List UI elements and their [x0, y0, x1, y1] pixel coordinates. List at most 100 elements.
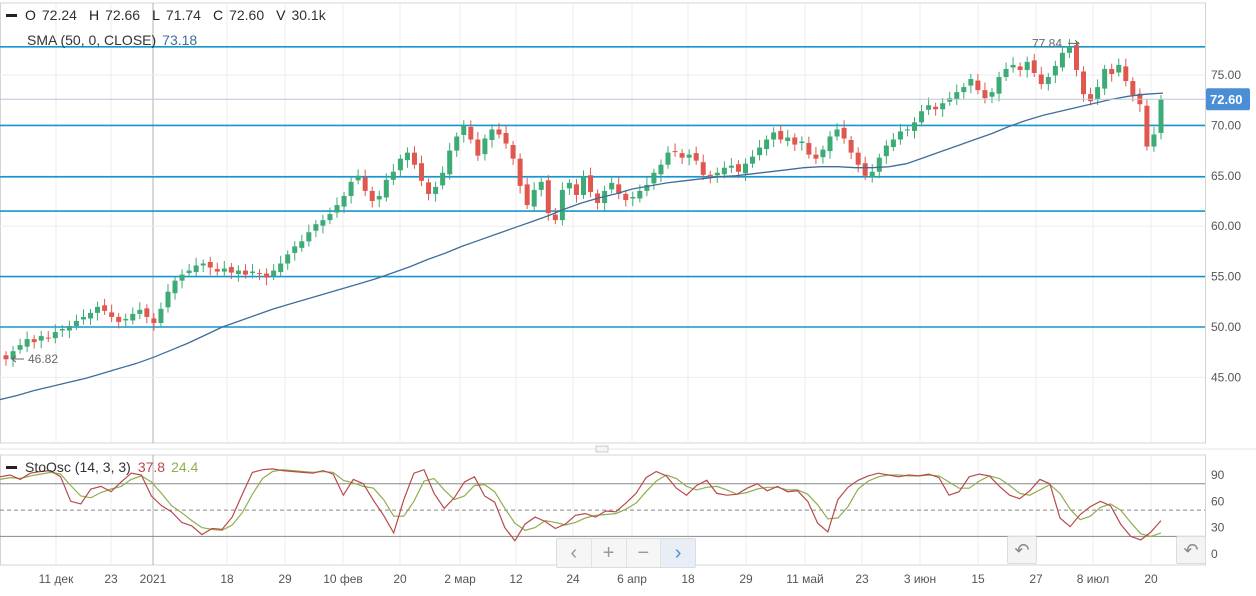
x-tick-label: 18: [220, 572, 234, 586]
candle-body: [1059, 52, 1065, 68]
current-price-label: 72.60: [1210, 92, 1243, 107]
candle-body: [440, 172, 446, 186]
candle-body: [130, 313, 136, 321]
x-tick-label: 20: [1144, 572, 1158, 586]
open-value: 72.24: [41, 7, 77, 23]
reset-zoom-button[interactable]: ↶: [1007, 536, 1037, 564]
candle-body: [461, 125, 467, 135]
candle-body: [383, 179, 389, 198]
candle-body: [869, 171, 875, 178]
candle-body: [658, 164, 664, 175]
x-tick-label: 23: [104, 572, 118, 586]
candle-body: [264, 273, 270, 278]
candle-body: [630, 196, 636, 199]
osc-y-tick-label: 0: [1211, 547, 1218, 561]
candle-body: [940, 103, 946, 110]
chart-navigation: ‹ + − ›: [556, 538, 696, 568]
candle-body: [475, 139, 481, 156]
candle-body: [919, 111, 925, 123]
candle-body: [1102, 68, 1108, 89]
candle-body: [1095, 87, 1101, 100]
candle-body: [1088, 94, 1094, 102]
candle-body: [158, 308, 164, 323]
candle-body: [102, 305, 108, 311]
y-tick-label: 65.00: [1211, 169, 1241, 183]
candle-body: [257, 273, 263, 275]
candle-body: [524, 184, 530, 206]
candle-body: [116, 316, 122, 322]
candle-body: [45, 337, 51, 339]
candle-body: [123, 318, 129, 321]
candle-body: [1158, 99, 1164, 133]
sma-line: [0, 92, 1164, 401]
candle-body: [334, 205, 340, 213]
low-value: 71.74: [165, 7, 201, 23]
candle-body: [59, 329, 65, 331]
osc-y-tick-label: 60: [1211, 494, 1225, 508]
candle-body: [299, 241, 305, 248]
candle-body: [757, 147, 763, 156]
reset-scale-button[interactable]: ↶: [1176, 536, 1206, 564]
candle-body: [95, 306, 101, 313]
candle-body: [1045, 77, 1051, 85]
max-arrow-icon: [1068, 39, 1080, 47]
candle-body: [341, 195, 347, 207]
candle-body: [214, 269, 220, 272]
candle-body: [242, 270, 248, 275]
candle-body: [982, 90, 988, 99]
candle-body: [447, 150, 453, 175]
candle-body: [714, 172, 720, 176]
candle-body: [426, 182, 432, 194]
x-tick-label: 20: [393, 572, 407, 586]
candle-body: [17, 345, 23, 350]
candle-body: [771, 132, 777, 140]
stoch-d-line: [0, 469, 1162, 538]
candle-body: [404, 152, 410, 161]
candle-body: [489, 129, 495, 141]
candle-body: [193, 265, 199, 273]
zoom-out-button[interactable]: −: [627, 539, 662, 567]
candle-body: [566, 182, 572, 189]
y-tick-label: 50.00: [1211, 320, 1241, 334]
candle-body: [954, 92, 960, 100]
candle-body: [1017, 66, 1023, 70]
x-tick-label: 23: [855, 572, 869, 586]
candle-body: [327, 214, 333, 221]
candle-body: [538, 181, 544, 190]
candle-body: [306, 232, 312, 242]
candle-body: [517, 158, 523, 186]
candle-body: [665, 152, 671, 165]
y-tick-label: 75.00: [1211, 68, 1241, 82]
candle-body: [369, 190, 375, 201]
candle-body: [1130, 81, 1136, 96]
osc-y-tick-label: 30: [1211, 521, 1225, 535]
candle-body: [799, 141, 805, 144]
candle-body: [750, 156, 756, 164]
candle-body: [496, 129, 502, 135]
stoch-k-value: 37.8: [137, 459, 166, 475]
zoom-in-button[interactable]: +: [592, 539, 627, 567]
close-value: 72.60: [229, 7, 265, 23]
candle-body: [292, 246, 298, 253]
sma-legend[interactable]: SMA (50, 0, CLOSE) 73.18: [27, 31, 197, 49]
stoch-label: StoOsc (14, 3, 3): [25, 459, 131, 475]
candle-body: [503, 132, 509, 144]
candle-body: [165, 291, 171, 308]
main-panel-frame: [0, 2, 1206, 444]
candle-body: [411, 152, 417, 165]
candle-body: [362, 177, 368, 191]
stoch-legend[interactable]: StoOsc (14, 3, 3) 37.8 24.4: [6, 458, 198, 476]
candle-body: [975, 80, 981, 91]
scroll-left-button[interactable]: ‹: [557, 539, 592, 567]
stoch-d-value: 24.4: [171, 459, 199, 475]
candle-body: [827, 136, 833, 152]
collapse-dash-icon[interactable]: [6, 465, 17, 469]
candle-body: [1081, 71, 1087, 95]
scroll-right-button[interactable]: ›: [661, 539, 695, 567]
candle-body: [24, 339, 30, 347]
collapse-dash-icon[interactable]: [6, 13, 17, 17]
candle-body: [890, 139, 896, 148]
candle-body: [855, 152, 861, 165]
current-price-tag: [1206, 88, 1250, 111]
